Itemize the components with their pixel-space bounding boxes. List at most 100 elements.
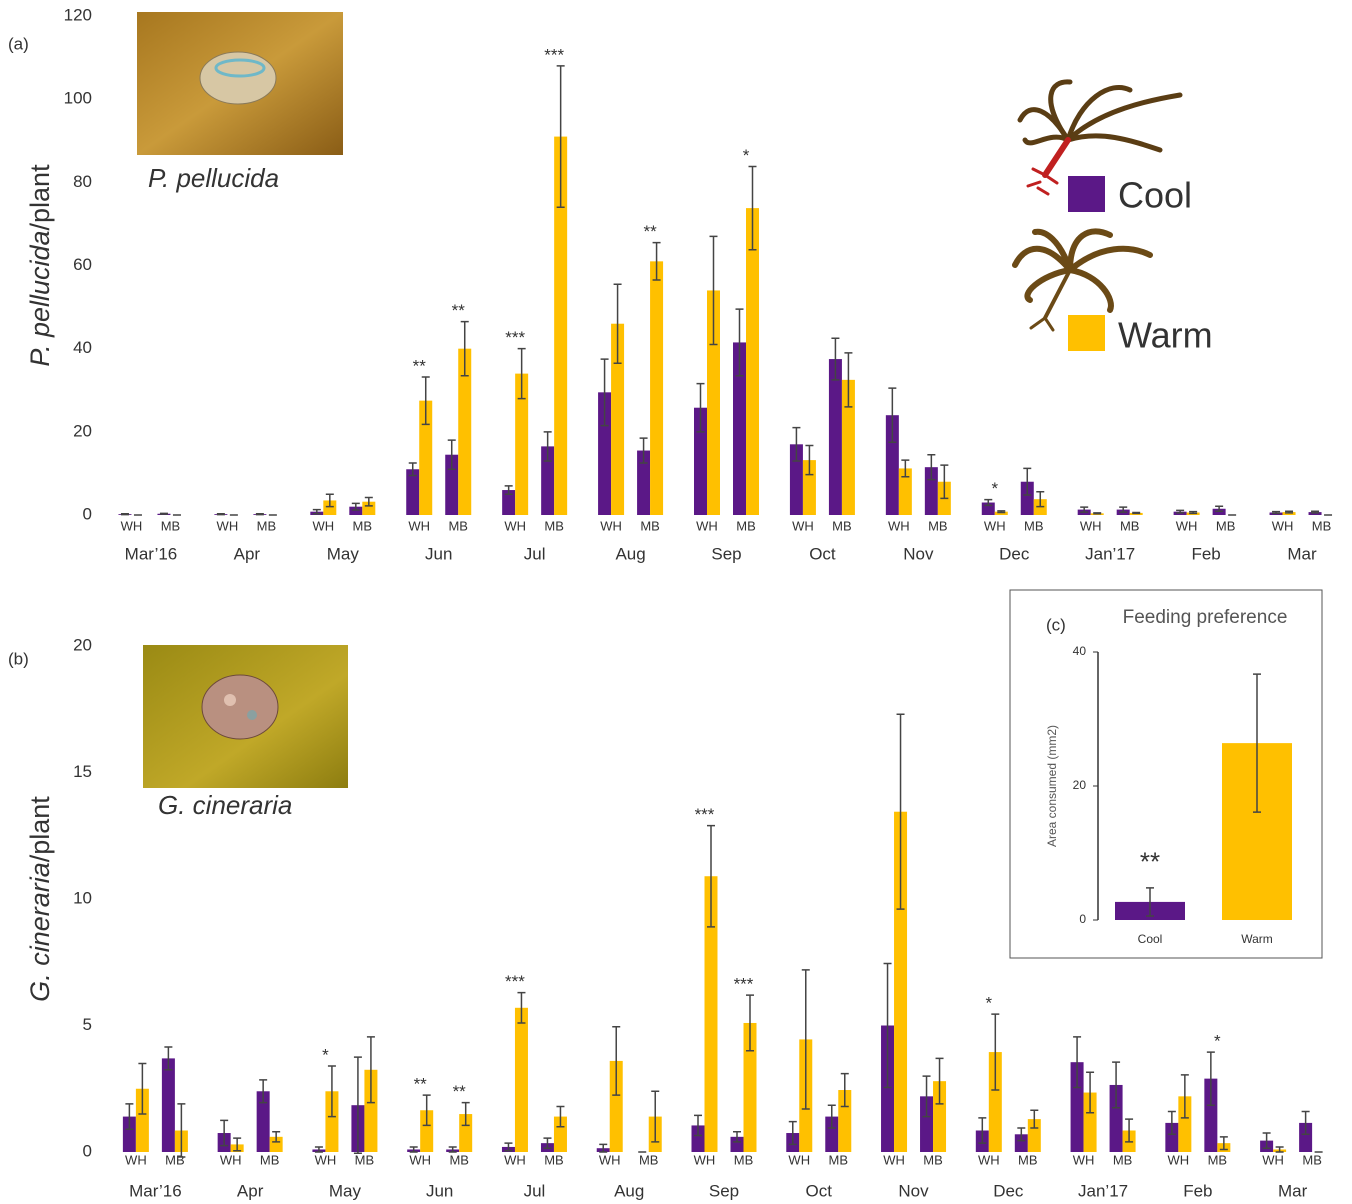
site-label: MB [829, 1152, 849, 1167]
site-label: WH [315, 1152, 337, 1167]
site-label: WH [1272, 518, 1294, 533]
site-label: WH [696, 518, 718, 533]
x-tick-label: Warm [1241, 932, 1273, 946]
site-label: MB [1024, 518, 1044, 533]
site-label: WH [978, 1152, 1000, 1167]
legend-label: Cool [1118, 175, 1192, 216]
month-label: Mar’16 [129, 1181, 182, 1200]
y-axis-label: G. cineraria/plant [25, 796, 55, 1002]
site-label: WH [1262, 1152, 1284, 1167]
month-label: Jun [426, 1181, 453, 1200]
site-label: MB [448, 518, 468, 533]
month-label: Sep [709, 1181, 739, 1200]
site-label: MB [640, 518, 660, 533]
month-label: Feb [1183, 1181, 1212, 1200]
significance: ** [452, 301, 466, 320]
site-label: MB [1018, 1152, 1038, 1167]
site-label: MB [544, 518, 564, 533]
month-label: Mar [1287, 544, 1317, 563]
month-label: Apr [237, 1181, 264, 1200]
photo-caption: G. cineraria [158, 790, 292, 820]
month-label: Sep [711, 544, 741, 563]
error-bar [160, 513, 168, 514]
y-tick-label: 0 [83, 1141, 92, 1160]
site-label: MB [639, 1152, 659, 1167]
site-label: WH [1080, 518, 1102, 533]
y-tick-label: 0 [83, 504, 92, 523]
legend-label: Warm [1118, 315, 1213, 356]
site-label: WH [312, 518, 334, 533]
significance: ** [1140, 847, 1160, 877]
site-label: MB [923, 1152, 943, 1167]
site-label: MB [544, 1152, 564, 1167]
site-label: WH [888, 518, 910, 533]
month-label: Feb [1191, 544, 1220, 563]
site-label: WH [600, 518, 622, 533]
site-label: MB [353, 518, 373, 533]
site-label: WH [1168, 1152, 1190, 1167]
y-tick-label: 40 [73, 338, 92, 357]
significance: * [1214, 1032, 1221, 1051]
y-label-unit: /plant [25, 796, 55, 863]
bar [515, 1008, 528, 1152]
significance: *** [505, 328, 525, 347]
site-label: MB [1216, 518, 1236, 533]
month-label: Aug [614, 1181, 644, 1200]
significance: * [991, 479, 998, 498]
error-bar [256, 514, 264, 515]
figure: Cool Warm (a) (b) P. pellucida G. cinera… [0, 0, 1352, 1204]
site-label: WH [220, 1152, 242, 1167]
month-label: Mar [1278, 1181, 1308, 1200]
site-label: MB [736, 518, 756, 533]
panel-label: (c) [1046, 615, 1066, 634]
y-label-italic: P. pellucida [25, 230, 55, 366]
site-label: MB [1302, 1152, 1322, 1167]
significance: ** [414, 1075, 428, 1094]
site-label: MB [1113, 1152, 1133, 1167]
site-label: WH [788, 1152, 810, 1167]
y-tick-label: 20 [73, 635, 92, 654]
site-label: WH [504, 1152, 526, 1167]
significance: *** [734, 975, 754, 994]
y-label-italic: G. cineraria [25, 862, 55, 1002]
y-tick-label: 60 [73, 255, 92, 274]
inset-y-label: Area consumed (mm2) [1045, 725, 1059, 847]
site-label: WH [599, 1152, 621, 1167]
y-tick-label: 20 [1073, 778, 1087, 792]
site-label: MB [1312, 518, 1332, 533]
y-label-unit: /plant [25, 164, 55, 231]
month-label: Jun [425, 544, 452, 563]
y-tick-label: 5 [83, 1015, 92, 1034]
y-tick-label: 120 [64, 5, 92, 24]
significance: ** [643, 222, 657, 241]
significance: * [322, 1045, 329, 1064]
error-bar [121, 514, 129, 515]
site-label: MB [161, 518, 181, 533]
panel-label: (b) [8, 649, 29, 668]
significance: ** [453, 1082, 467, 1101]
site-label: WH [409, 1152, 431, 1167]
y-tick-label: 40 [1073, 644, 1087, 658]
bar [162, 1058, 175, 1152]
site-label: WH [1176, 518, 1198, 533]
site-label: MB [449, 1152, 469, 1167]
site-label: MB [928, 518, 948, 533]
y-tick-label: 15 [73, 762, 92, 781]
site-label: WH [408, 518, 430, 533]
y-tick-label: 0 [1079, 912, 1086, 926]
error-bar [1093, 513, 1101, 514]
site-label: MB [1208, 1152, 1228, 1167]
month-label: May [327, 544, 360, 563]
month-label: Jul [524, 1181, 546, 1200]
month-label: Mar’16 [125, 544, 178, 563]
photo-caption: P. pellucida [148, 163, 279, 193]
site-label: WH [1073, 1152, 1095, 1167]
site-label: WH [694, 1152, 716, 1167]
month-label: Oct [806, 1181, 833, 1200]
month-label: Oct [809, 544, 836, 563]
significance: *** [695, 805, 715, 824]
month-label: Nov [903, 544, 934, 563]
month-label: Dec [993, 1181, 1024, 1200]
site-label: WH [504, 518, 526, 533]
significance: ** [413, 356, 427, 375]
